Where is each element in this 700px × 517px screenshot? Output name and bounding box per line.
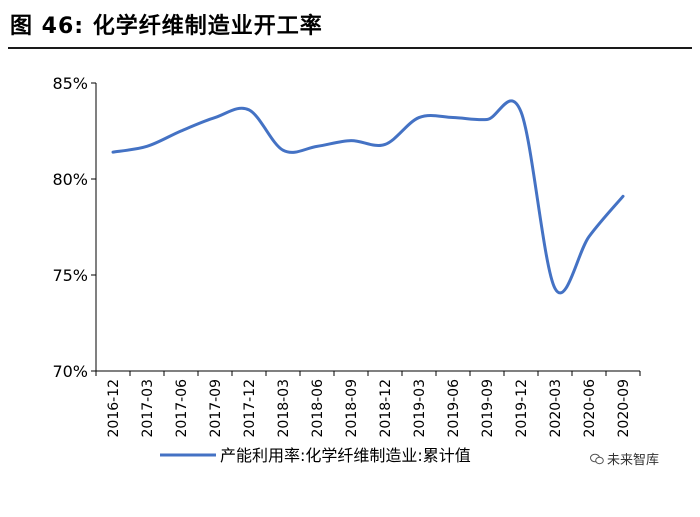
- x-tick-label: 2020-06: [582, 379, 598, 438]
- y-tick-label: 85%: [52, 74, 88, 93]
- y-tick-label: 70%: [52, 362, 88, 381]
- x-tick-label: 2018-09: [344, 379, 360, 438]
- x-tick-label: 2016-12: [106, 379, 122, 438]
- watermark: 未来智库: [590, 449, 659, 468]
- x-tick-label: 2020-03: [548, 379, 564, 438]
- x-tick-label: 2017-12: [242, 379, 258, 438]
- x-tick-label: 2017-09: [208, 379, 224, 438]
- x-tick-label: 2019-12: [514, 379, 530, 438]
- watermark-text: 未来智库: [607, 453, 660, 468]
- chart-series: [111, 99, 625, 295]
- chart-axes: [95, 83, 640, 372]
- title-divider: [8, 47, 692, 49]
- x-tick-label: 2017-06: [174, 379, 190, 438]
- x-tick-label: 2019-09: [480, 379, 496, 438]
- wechat-icon: [590, 453, 604, 465]
- x-tick-label: 2017-03: [140, 379, 156, 438]
- x-axis-ticks: 2016-12 2017-03 2017-06 2017-09 2017-12 2018-…: [95, 371, 641, 438]
- x-tick-label: 2018-03: [276, 379, 292, 438]
- x-tick-label: 2020-09: [616, 379, 632, 438]
- x-tick-label: 2019-06: [446, 379, 462, 438]
- figure-title: 图 46: 化学纤维制造业开工率: [10, 14, 323, 39]
- chart-legend: 产能利用率:化学纤维制造业:累计值: [160, 446, 471, 465]
- series-line: [111, 99, 625, 295]
- x-tick-label: 2019-03: [412, 379, 428, 438]
- y-tick-label: 80%: [52, 170, 88, 189]
- y-axis-ticks: 70% 75% 80% 85%: [52, 74, 96, 381]
- y-tick-label: 75%: [52, 266, 88, 285]
- x-tick-label: 2018-12: [378, 379, 394, 438]
- legend-label: 产能利用率:化学纤维制造业:累计值: [220, 446, 471, 465]
- x-tick-label: 2018-06: [310, 379, 326, 438]
